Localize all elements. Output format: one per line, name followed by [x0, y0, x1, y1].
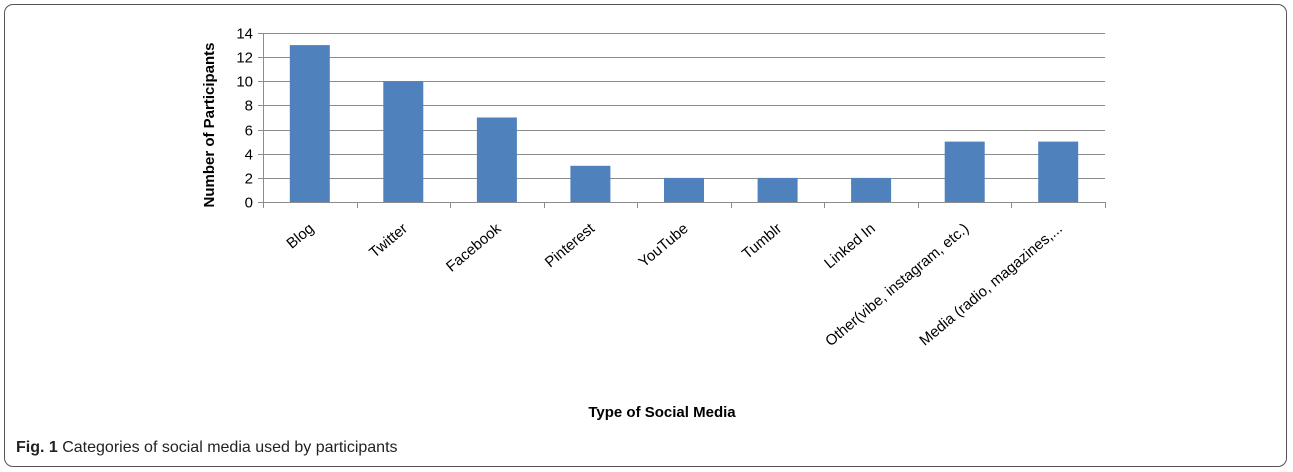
bars [289, 45, 1079, 202]
y-tick-label: 14 [236, 26, 253, 43]
caption-text: Categories of social media used by parti… [57, 439, 398, 456]
x-tick-labels: Blog Twitter Facebook Pinterest YouTube Tumbl… [283, 220, 1065, 350]
y-tick-label: 4 [245, 147, 253, 164]
y-tick-label: 12 [236, 50, 253, 67]
y-tick-label: 10 [236, 74, 253, 91]
axes [258, 33, 1106, 208]
bar [383, 81, 424, 202]
bar [944, 141, 985, 202]
figure-caption: Fig. 1 Categories of social media used b… [16, 439, 398, 457]
x-tick-label: YouTube [635, 220, 691, 271]
y-tick-labels: 0 2 4 6 8 10 12 14 [236, 26, 253, 212]
bar [851, 177, 892, 202]
x-tick-label: Tumblr [739, 220, 785, 263]
bar [757, 177, 798, 202]
y-tick-label: 0 [245, 195, 253, 212]
y-tick-label: 2 [245, 171, 253, 188]
y-tick-label: 6 [245, 123, 253, 140]
x-axis-title: Type of Social Media [588, 404, 736, 421]
x-tick-label: Facebook [443, 220, 505, 276]
y-axis-title: Number of Participants [201, 42, 218, 207]
bar [664, 177, 704, 202]
bar [1038, 141, 1079, 202]
x-tick-label: Pinterest [542, 220, 599, 272]
bar [476, 117, 517, 202]
x-tick-label: Linked In [821, 220, 879, 272]
bar [289, 45, 330, 202]
y-tick-label: 8 [245, 98, 253, 115]
bar [570, 165, 611, 202]
x-tick-label: Twitter [366, 220, 411, 261]
x-tick-label: Blog [283, 220, 317, 252]
figure-label: Fig. 1 [16, 439, 58, 456]
